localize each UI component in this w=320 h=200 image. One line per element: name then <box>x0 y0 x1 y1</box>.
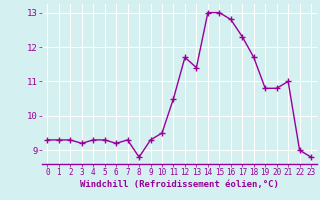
X-axis label: Windchill (Refroidissement éolien,°C): Windchill (Refroidissement éolien,°C) <box>80 180 279 189</box>
